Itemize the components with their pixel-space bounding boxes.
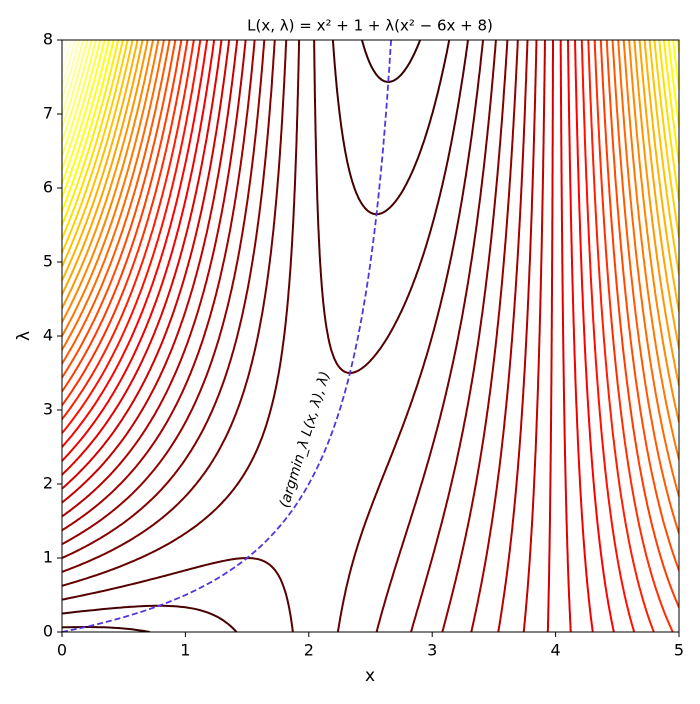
contour-line	[62, 40, 469, 632]
y-tick-label: 3	[43, 400, 53, 419]
argmin-curve	[62, 40, 392, 632]
plot-area	[62, 40, 679, 632]
y-tick-label: 6	[43, 178, 53, 197]
contour-line	[62, 40, 594, 632]
y-tick-label: 5	[43, 252, 53, 271]
x-axis-label: x	[365, 666, 375, 686]
contour-line	[62, 40, 674, 632]
contour-line	[62, 40, 509, 632]
contour-line	[62, 40, 615, 632]
x-tick-label: 2	[304, 641, 314, 660]
contour-line	[62, 40, 484, 632]
y-tick-label: 0	[43, 622, 53, 641]
y-tick-label: 2	[43, 474, 53, 493]
y-axis-label: λ	[14, 331, 34, 341]
y-tick-label: 7	[43, 104, 53, 123]
y-tick-label: 1	[43, 548, 53, 567]
contour-line	[62, 40, 636, 632]
x-tick-label: 3	[427, 641, 437, 660]
plot-frame	[61, 39, 680, 633]
contour-line	[62, 40, 519, 632]
contour-line	[62, 40, 655, 632]
x-tick-label: 1	[180, 641, 190, 660]
contour-line	[62, 40, 572, 632]
contour-line	[62, 40, 679, 276]
y-tick-label: 8	[43, 30, 53, 49]
y-tick-label: 4	[43, 326, 53, 345]
contour-line	[62, 40, 554, 632]
x-tick-label: 4	[551, 641, 561, 660]
contour-line	[62, 40, 451, 632]
contour-line	[62, 40, 538, 632]
contour-line	[62, 40, 679, 535]
contour-line	[62, 40, 546, 632]
contour-line	[62, 40, 679, 609]
chart-title: L(x, λ) = x² + 1 + λ(x² − 6x + 8)	[247, 17, 493, 35]
x-tick-label: 0	[57, 641, 67, 660]
contour-line	[62, 40, 422, 632]
contour-line	[62, 40, 497, 632]
x-tick-label: 5	[674, 641, 684, 660]
